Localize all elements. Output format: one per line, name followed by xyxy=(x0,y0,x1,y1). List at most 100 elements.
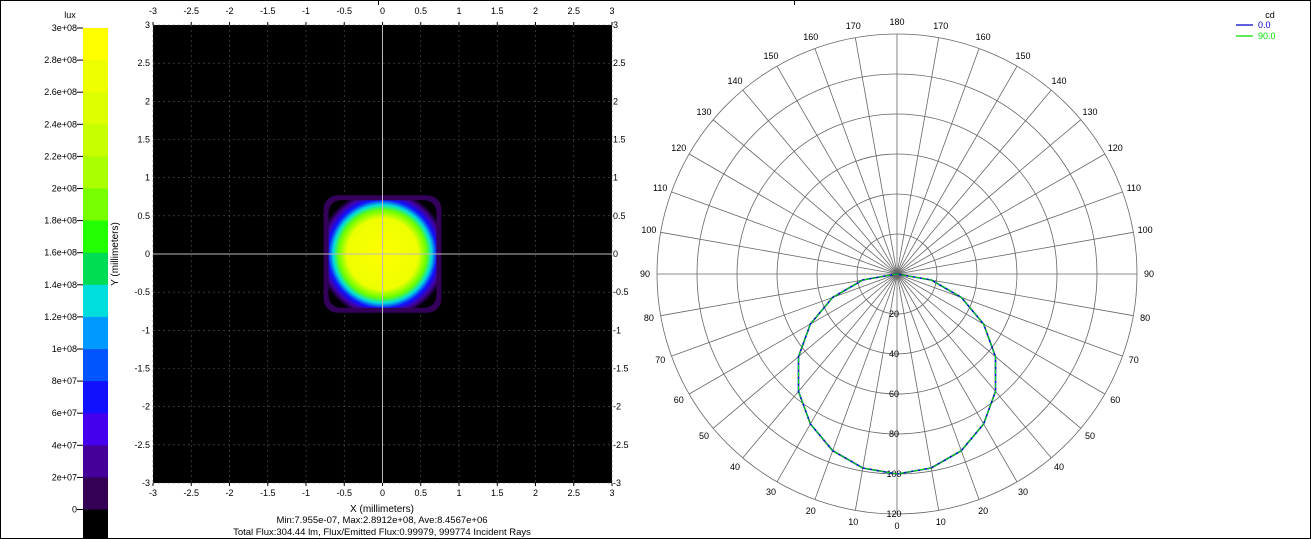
polar-grid-spoke xyxy=(712,273,898,429)
legend-label: 0.0 xyxy=(1258,20,1271,30)
polar-angle-label: 60 xyxy=(674,395,684,405)
irradiance-map: -3-3-2.5-2.5-2-2-1.5-1.5-1-1-0.5-0.5000.… xyxy=(110,6,629,538)
polar-grid-spoke xyxy=(660,273,898,317)
x-tick-label-bottom: 2.5 xyxy=(567,488,580,498)
colorbar-label: 2.6e+08 xyxy=(44,87,77,97)
colorbar-cell xyxy=(83,445,108,478)
y-tick-label-right: 0.5 xyxy=(613,211,626,221)
polar-angle-label: 120 xyxy=(1108,143,1123,153)
polar-grid-spoke xyxy=(776,65,898,275)
polar-grid-spoke xyxy=(896,273,1134,317)
y-tick-label-right: -2 xyxy=(613,402,621,412)
polar-grid-spoke xyxy=(896,119,1082,275)
polar-angle-label: 170 xyxy=(933,21,948,31)
polar-grid-spoke xyxy=(854,273,898,511)
x-tick-label-top: 0.5 xyxy=(414,6,427,16)
x-tick-label-bottom: -3 xyxy=(149,488,157,498)
polar-grid-spoke xyxy=(671,273,898,357)
colorbar-label: 1.4e+08 xyxy=(44,280,77,290)
colorbar-label: 1.6e+08 xyxy=(44,248,77,258)
polar-angle-label: 20 xyxy=(806,506,816,516)
colorbar-label: 4e+07 xyxy=(52,440,77,450)
colorbar-label: 2e+07 xyxy=(52,472,77,482)
top-strip-mid xyxy=(378,0,795,5)
polar-angle-label: 100 xyxy=(1138,225,1153,235)
x-tick-label-bottom: 1 xyxy=(456,488,461,498)
x-tick-label-top: 2.5 xyxy=(567,6,580,16)
y-tick-label-right: -1 xyxy=(613,325,621,335)
polar-radial-label: 40 xyxy=(889,349,899,359)
polar-grid-spoke xyxy=(896,37,940,275)
colorbar-label: 2.4e+08 xyxy=(44,119,77,129)
polar-angle-label: 110 xyxy=(1127,183,1141,193)
colorbar-label: 0 xyxy=(72,505,77,515)
colorbar-cell xyxy=(83,349,108,382)
polar-angle-label: 40 xyxy=(1054,462,1064,472)
colorbar-cell xyxy=(83,60,108,93)
colorbar-cell xyxy=(83,477,108,510)
colorbar-cell xyxy=(83,188,108,222)
colorbar-cell xyxy=(83,156,108,189)
y-tick-label-right: 0 xyxy=(613,249,618,259)
polar-angle-label: 30 xyxy=(1018,487,1028,497)
x-tick-label-bottom: 0.5 xyxy=(414,488,427,498)
x-tick-label-top: -1.5 xyxy=(260,6,276,16)
y-tick-label-left: -2 xyxy=(142,402,150,412)
polar-angle-label: 10 xyxy=(936,517,946,527)
polar-angle-label: 160 xyxy=(803,32,818,42)
x-tick-label-top: 2 xyxy=(533,6,538,16)
polar-grid-spoke xyxy=(896,273,1123,357)
x-tick-label-top: -2.5 xyxy=(183,6,199,16)
polar-radial-label: 60 xyxy=(889,389,899,399)
x-tick-label-bottom: 0 xyxy=(380,488,385,498)
colorbar-label: 2.2e+08 xyxy=(44,151,77,161)
top-strip-left xyxy=(0,0,379,5)
y-tick-label-right: -3 xyxy=(613,478,621,488)
y-tick-label-left: 2.5 xyxy=(137,58,150,68)
polar-angle-label: 180 xyxy=(889,17,904,27)
polar-grid-spoke xyxy=(896,153,1106,275)
polar-grid-spoke xyxy=(896,273,940,511)
polar-angle-label: 140 xyxy=(1051,76,1066,86)
polar-grid-spoke xyxy=(896,273,1106,395)
polar-grid-spoke xyxy=(896,65,1018,275)
y-tick-label-right: 1 xyxy=(613,173,618,183)
y-tick-label-left: 2 xyxy=(145,96,150,106)
polar-grid-spoke xyxy=(896,273,1082,429)
x-tick-label-top: -2 xyxy=(225,6,233,16)
colorbar-label: 2.8e+08 xyxy=(44,55,77,65)
y-tick-label-right: -1.5 xyxy=(613,364,629,374)
polar-grid-spoke xyxy=(814,273,898,500)
polar-grid-spoke xyxy=(742,273,898,459)
x-tick-label-bottom: -1.5 xyxy=(260,488,276,498)
polar-angle-label: 150 xyxy=(763,51,778,61)
polar-angle-label: 50 xyxy=(1085,431,1095,441)
polar-grid-spoke xyxy=(896,273,1052,459)
x-tick-label-bottom: -1 xyxy=(302,488,310,498)
y-tick-label-left: 3 xyxy=(145,20,150,30)
colorbar-label: 8e+07 xyxy=(52,376,77,386)
y-tick-label-left: 1.5 xyxy=(137,135,150,145)
colorbar-unit: lux xyxy=(64,10,76,20)
colorbar-label: 1.2e+08 xyxy=(44,312,77,322)
polar-radial-label: 80 xyxy=(889,429,899,439)
polar-radial-label: 120 xyxy=(886,509,901,519)
y-tick-label-left: -1 xyxy=(142,325,150,335)
polar-angle-label: 120 xyxy=(671,143,686,153)
polar-angle-label: 30 xyxy=(766,487,776,497)
polar-angle-label: 150 xyxy=(1015,51,1030,61)
colorbar-cell xyxy=(83,509,108,539)
polar-angle-label: 130 xyxy=(696,107,711,117)
polar-grid-spoke xyxy=(712,119,898,275)
polar-grid-spoke xyxy=(896,231,1134,275)
x-tick-label-top: -0.5 xyxy=(336,6,352,16)
y-tick-label-left: 0.5 xyxy=(137,211,150,221)
polar-grid-spoke xyxy=(688,273,898,395)
y-tick-label-right: 3 xyxy=(613,20,618,30)
colorbar-label: 6e+07 xyxy=(52,408,77,418)
colorbar-cell xyxy=(83,28,108,61)
x-tick-label-bottom: 3 xyxy=(609,488,614,498)
polar-angle-label: 50 xyxy=(699,431,709,441)
x-tick-label-top: -1 xyxy=(302,6,310,16)
